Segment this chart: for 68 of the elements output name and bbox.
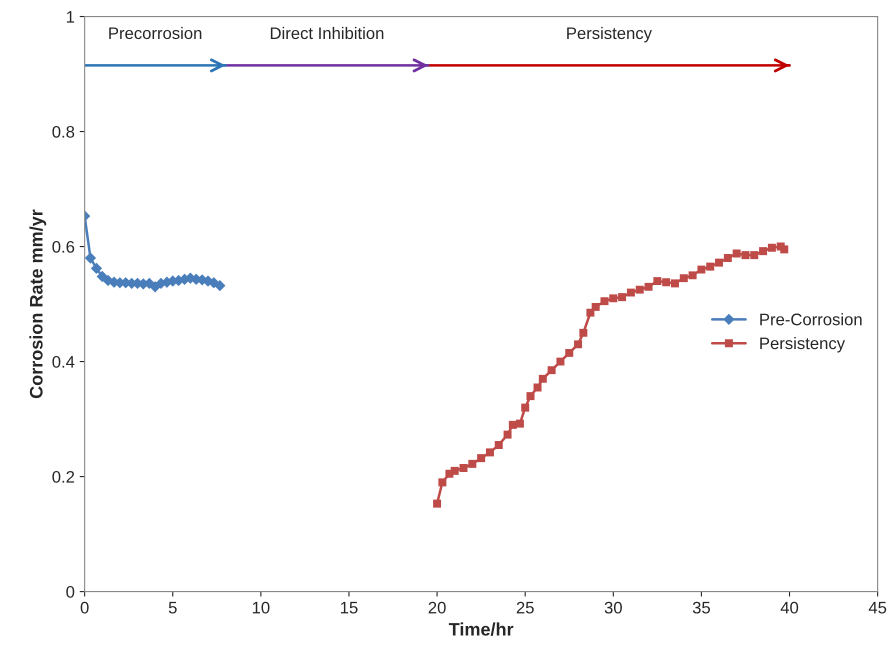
point xyxy=(460,464,468,472)
point xyxy=(653,277,662,286)
y-tick-label: 0 xyxy=(66,586,74,598)
point xyxy=(516,420,524,428)
point xyxy=(574,340,582,348)
point xyxy=(468,460,476,468)
point xyxy=(741,251,750,260)
point xyxy=(780,245,788,254)
point xyxy=(556,358,564,366)
annotation: Direct Inhibition xyxy=(270,26,384,40)
x-tick-label: 15 xyxy=(340,602,358,614)
point xyxy=(662,278,670,286)
point xyxy=(644,282,653,291)
point xyxy=(538,374,547,383)
x-axis-title: Time/hr xyxy=(448,622,514,636)
y-tick-label: 0.2 xyxy=(52,470,74,483)
point xyxy=(768,244,776,252)
y-tick-label: 1 xyxy=(66,11,74,23)
x-tick-label: 40 xyxy=(780,602,798,614)
point xyxy=(732,249,741,258)
point xyxy=(600,297,608,306)
point xyxy=(438,478,446,486)
point xyxy=(548,366,556,374)
y-tick-label: 0.6 xyxy=(52,240,74,253)
y-tick-label: 0.8 xyxy=(52,126,74,138)
point xyxy=(680,274,688,282)
point xyxy=(565,348,574,357)
y-axis-title: Corrosion Rate mm/yr xyxy=(29,210,46,398)
point xyxy=(504,430,512,439)
point xyxy=(477,454,486,462)
point xyxy=(609,294,618,302)
point xyxy=(534,383,542,392)
point xyxy=(706,262,714,271)
x-tick-label: 45 xyxy=(868,602,886,614)
point xyxy=(526,392,534,400)
point xyxy=(508,420,517,429)
point xyxy=(579,328,588,337)
point xyxy=(214,280,226,292)
x-tick-label: 35 xyxy=(692,602,710,614)
point xyxy=(697,266,706,274)
legend-label: Pre-Corrosion xyxy=(760,313,862,326)
point xyxy=(450,466,459,475)
point xyxy=(626,288,635,297)
point xyxy=(670,279,679,288)
x-tick-label: 0 xyxy=(80,602,89,614)
point xyxy=(91,262,102,274)
x-tick-label: 10 xyxy=(252,602,270,614)
point xyxy=(688,271,697,280)
y-tick-label: 0.4 xyxy=(52,356,74,368)
point xyxy=(636,286,644,294)
point xyxy=(433,500,442,508)
annotation: Persistency xyxy=(567,26,652,42)
point xyxy=(592,302,600,311)
legend-label: Persistency xyxy=(760,336,846,353)
point xyxy=(618,293,626,302)
point xyxy=(85,252,96,264)
annotation: Precorrosion xyxy=(109,26,202,40)
x-tick-label: 25 xyxy=(516,602,534,614)
point xyxy=(494,440,503,449)
point xyxy=(759,247,768,256)
x-tick-label: 20 xyxy=(428,602,446,614)
point xyxy=(486,448,494,456)
point xyxy=(724,254,732,262)
x-tick-label: 30 xyxy=(604,602,622,614)
point xyxy=(521,404,530,412)
x-tick-label: 5 xyxy=(168,602,177,614)
point xyxy=(715,258,724,267)
point xyxy=(750,251,758,260)
